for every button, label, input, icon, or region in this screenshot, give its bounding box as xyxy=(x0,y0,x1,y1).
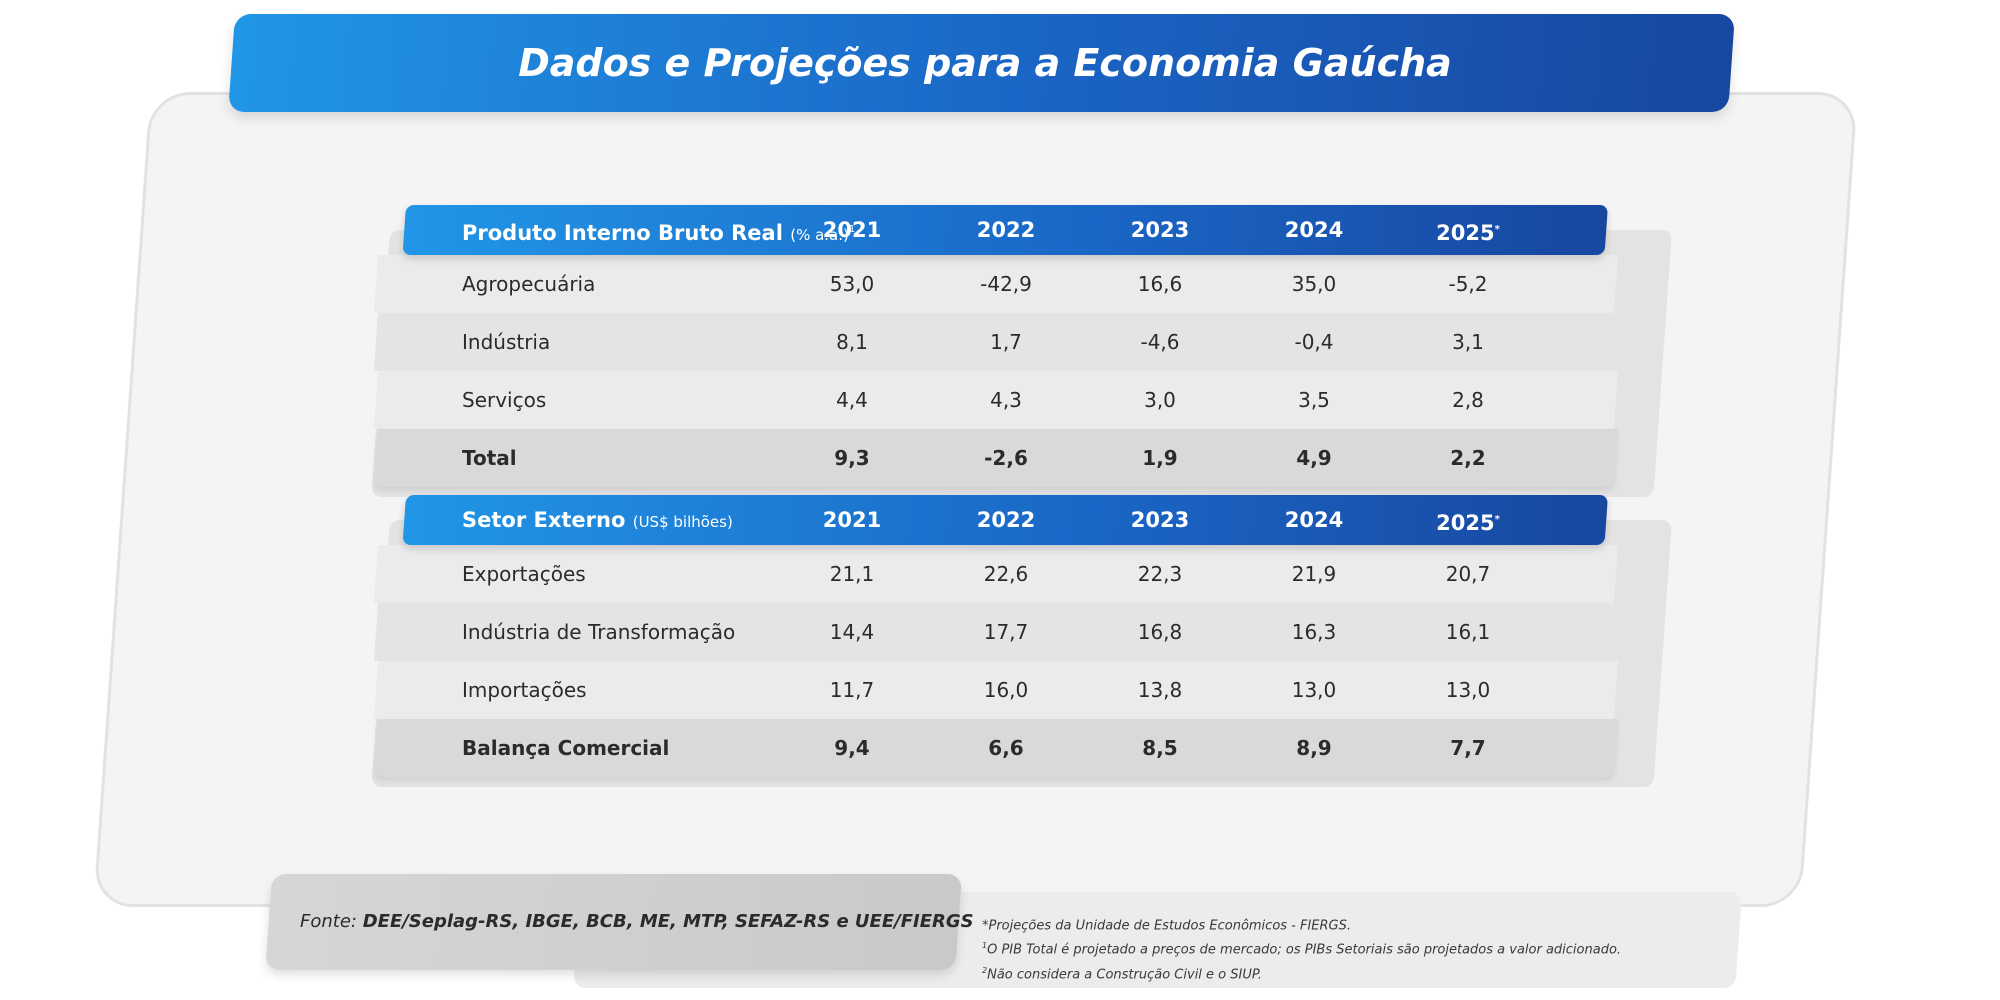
table-cell: 9,4 xyxy=(834,736,870,760)
table-cell: 16,3 xyxy=(1291,620,1337,644)
row-label: Indústria de Transformação xyxy=(462,620,736,644)
table-cell: 21,1 xyxy=(829,562,875,586)
footnotes: *Projeções da Unidade de Estudos Econômi… xyxy=(982,912,1621,985)
table-cell: 16,1 xyxy=(1445,620,1491,644)
table-cell: 22,3 xyxy=(1137,562,1183,586)
source-prefix: Fonte: xyxy=(300,911,363,932)
table-cell: 11,7 xyxy=(829,678,875,702)
table-title-text: Setor Externo xyxy=(462,508,633,532)
year-header-2024: 2024 xyxy=(1284,218,1344,242)
table-cell: 4,4 xyxy=(836,388,868,412)
source-list: DEE/Seplag-RS, IBGE, BCB, ME, MTP, SEFAZ… xyxy=(362,911,974,932)
row-label: Agropecuária xyxy=(462,272,596,296)
table-cell: -2,6 xyxy=(984,446,1028,470)
table-cell: 17,7 xyxy=(983,620,1029,644)
table-cell: 8,1 xyxy=(836,330,868,354)
year-header-2024: 2024 xyxy=(1284,508,1344,532)
table-cell: 2,2 xyxy=(1450,446,1486,470)
table-cell: -4,6 xyxy=(1140,330,1180,354)
table-cell: 3,5 xyxy=(1298,388,1330,412)
table-cell: 13,0 xyxy=(1445,678,1491,702)
table-cell: -42,9 xyxy=(980,272,1032,296)
table-cell: 4,3 xyxy=(990,388,1022,412)
table-cell: 16,8 xyxy=(1137,620,1183,644)
table-cell: 9,3 xyxy=(834,446,870,470)
year-header-2021: 2021 xyxy=(822,218,882,242)
footnote-pib: 1O PIB Total é projetado a preços de mer… xyxy=(982,941,1622,958)
table-cell: 2,8 xyxy=(1452,388,1484,412)
table-cell: 3,1 xyxy=(1452,330,1484,354)
footnote-projections: *Projeções da Unidade de Estudos Econômi… xyxy=(982,918,1352,934)
table-cell: 13,8 xyxy=(1137,678,1183,702)
table-cell: 35,0 xyxy=(1291,272,1337,296)
year-header-2023: 2023 xyxy=(1130,218,1190,242)
table-cell: 1,9 xyxy=(1142,446,1178,470)
year-header-2025: 2025* xyxy=(1436,511,1500,535)
row-label: Exportações xyxy=(462,562,586,586)
table-cell: 14,4 xyxy=(829,620,875,644)
table-cell: 22,6 xyxy=(983,562,1029,586)
table-unit: (% a.a.) xyxy=(790,226,849,244)
table-cell: 20,7 xyxy=(1445,562,1491,586)
table-cell: 16,6 xyxy=(1137,272,1183,296)
footnote-construction: 2Não considera a Construção Civil e o SI… xyxy=(982,965,1263,982)
year-header-2022: 2022 xyxy=(976,218,1036,242)
page-title: Dados e Projeções para a Economia Gaúcha xyxy=(518,41,1452,85)
table-cell: 8,9 xyxy=(1296,736,1332,760)
row-label: Serviços xyxy=(462,388,547,412)
table-cell: 21,9 xyxy=(1291,562,1337,586)
footnote-mark: 1 xyxy=(848,224,856,235)
table-cell: 1,7 xyxy=(990,330,1022,354)
table-cell: -0,4 xyxy=(1294,330,1334,354)
pib-table-title: Produto Interno Bruto Real (% a.a.)1 xyxy=(462,205,855,255)
table-cell: 4,9 xyxy=(1296,446,1332,470)
external-sector-table-title: Setor Externo (US$ bilhões) xyxy=(462,495,733,545)
table-title-text: Produto Interno Bruto Real xyxy=(462,221,791,245)
row-label: Total xyxy=(462,446,517,470)
table-cell: -5,2 xyxy=(1448,272,1488,296)
row-label: Balança Comercial xyxy=(462,736,670,760)
table-cell: 13,0 xyxy=(1291,678,1337,702)
year-header-2021: 2021 xyxy=(822,508,882,532)
table-cell: 16,0 xyxy=(983,678,1029,702)
year-header-2023: 2023 xyxy=(1130,508,1190,532)
table-cell: 7,7 xyxy=(1450,736,1486,760)
year-header-2025: 2025* xyxy=(1436,221,1500,245)
year-header-2022: 2022 xyxy=(976,508,1036,532)
table-unit: (US$ bilhões) xyxy=(632,513,733,531)
row-label: Importações xyxy=(462,678,587,702)
table-cell: 6,6 xyxy=(988,736,1024,760)
table-cell: 8,5 xyxy=(1142,736,1178,760)
table-cell: 3,0 xyxy=(1144,388,1176,412)
source-text: Fonte: DEE/Seplag-RS, IBGE, BCB, ME, MTP… xyxy=(300,874,974,970)
table-cell: 53,0 xyxy=(829,272,875,296)
row-label: Indústria xyxy=(462,330,551,354)
